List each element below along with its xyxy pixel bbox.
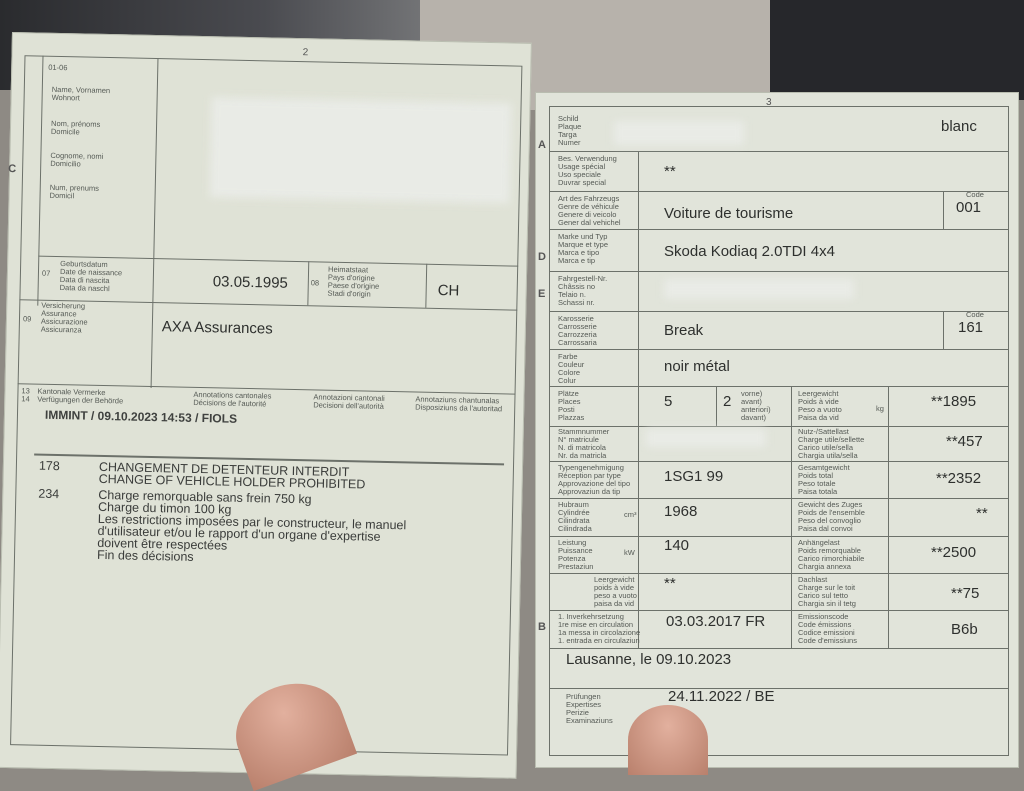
plate-color: blanc <box>941 118 977 135</box>
seats-value: 5 <box>664 393 673 410</box>
displacement-label: Hubraum Cylindrée Cilindrata Cilindrada <box>558 500 592 533</box>
decision-code: 178 <box>38 458 60 474</box>
annotations-header: Annotations cantonales Décisions de l'au… <box>193 389 272 409</box>
kwkg-value: ** <box>664 575 676 592</box>
page-number: 3 <box>766 97 772 108</box>
insurance-value: AXA Assurances <box>161 318 273 338</box>
plate-label: Schild Plaque Targa Numer <box>558 114 582 147</box>
first-registration-label: 1. Inverkehrsetzung 1re mise en circulat… <box>558 612 641 645</box>
front-seats-label: vorne) avant) anteriori) davant) <box>741 389 771 422</box>
chassis-label: Fahrgestell-Nr. Châssis no Telaio n. Sch… <box>558 274 608 307</box>
type-value: Voiture de tourisme <box>664 205 794 222</box>
combo-weight-value: ** <box>976 505 988 522</box>
empty-weight-label: Leergewicht Poids à vide Peso a vuoto Pa… <box>798 389 842 422</box>
first-registration-value: 03.03.2017 FR <box>666 613 766 630</box>
redacted-chassis <box>664 279 854 299</box>
approval-label: Typengenehmigung Réception par type Appr… <box>558 463 631 496</box>
side-letter: D <box>538 251 546 263</box>
redacted-holder-name <box>209 97 512 204</box>
decision-line: Fin des décisions <box>96 547 194 564</box>
seats-label: Plätze Places Posti Plazzas <box>558 389 585 422</box>
annotations-header: Kantonale Vermerke Verfügungen der Behör… <box>37 386 124 406</box>
unit: cm³ <box>624 510 637 519</box>
annotations-code: 13 14 <box>21 386 30 404</box>
annotations-header: Annotaziuns chantunalas Disposiziuns da … <box>415 394 503 414</box>
roof-label: Dachlast Charge sur le toit Carico sul t… <box>798 575 856 608</box>
field-code: 09 <box>22 314 32 324</box>
color-value: noir métal <box>664 358 730 375</box>
decision-code: 234 <box>38 486 60 502</box>
type-code: 001 <box>956 199 982 216</box>
usage-value: ** <box>664 163 676 180</box>
redacted-matricule <box>646 429 766 447</box>
birthdate-value: 03.05.1995 <box>212 273 289 292</box>
side-letter: B <box>538 621 546 633</box>
code-label: Code <box>966 190 984 199</box>
towing-value: **2500 <box>931 544 977 561</box>
side-letter: C <box>8 162 17 176</box>
code-label: Code <box>966 310 984 319</box>
background-person <box>770 0 1024 100</box>
holder-label: Name, Vornamen Wohnort <box>51 84 111 103</box>
field-code: 08 <box>310 278 320 288</box>
section-code: 01-06 <box>48 62 68 73</box>
payload-label: Nutz-/Sattellast Charge utile/sellette C… <box>798 427 865 460</box>
total-weight-value: **2352 <box>936 470 982 487</box>
power-label: Leistung Puissance Potenza Prestaziun <box>558 538 594 571</box>
origin-value: CH <box>437 281 460 300</box>
displacement-value: 1968 <box>664 503 698 520</box>
emission-label: Emissionscode Code émissions Codice emis… <box>798 612 857 645</box>
make-value: Skoda Kodiaq 2.0TDI 4x4 <box>664 243 835 260</box>
matricule-label: Stammnummer N° matricule N. di matricola… <box>558 427 610 460</box>
type-label: Art des Fahrzeugs Genre de véhicule Gene… <box>558 194 621 227</box>
thumb-right <box>628 705 708 775</box>
roof-value: **75 <box>951 585 980 602</box>
unit: kg <box>876 404 884 413</box>
payload-value: **457 <box>946 433 983 450</box>
right-frame <box>549 106 1009 756</box>
inspection-label: Prüfungen Expertises Perizie Examinaziun… <box>566 692 613 725</box>
combo-weight-label: Gewicht des Zuges Poids de l'ensemble Pe… <box>798 500 865 533</box>
total-weight-label: Gesamtgewicht Poids total Peso totale Pa… <box>798 463 850 496</box>
annotations-header: Annotazioni cantonali Decisioni dell'aut… <box>313 392 385 411</box>
body-label: Karosserie Carrosserie Carrozzeria Carro… <box>558 314 597 347</box>
color-label: Farbe Couleur Colore Colur <box>558 352 585 385</box>
right-page: 3 A D E B Schild Plaque Targa Numer blan… <box>535 92 1019 768</box>
kwkg-label: Leergewicht poids à vide peso a vuoto pa… <box>594 575 637 608</box>
holder-label: Cognome, nomi Domicilio <box>50 150 104 169</box>
side-letter: E <box>538 288 546 300</box>
power-value: 140 <box>664 537 690 554</box>
redacted-plate <box>614 121 744 145</box>
towing-label: Anhängelast Poids remorquable Carico rim… <box>798 538 865 571</box>
empty-weight-value: **1895 <box>931 393 977 410</box>
emission-value: B6b <box>951 621 978 638</box>
place-date: Lausanne, le 09.10.2023 <box>566 651 732 668</box>
body-value: Break <box>664 322 704 339</box>
field-code: 07 <box>41 268 51 278</box>
page-number: 2 <box>302 47 309 59</box>
make-label: Marke und Typ Marque et type Marca e tip… <box>558 232 609 265</box>
origin-label: Heimatstaat Pays d'origine Paese d'origi… <box>327 264 380 299</box>
holder-label: Num, prenums Domicil <box>49 182 100 201</box>
approval-value: 1SG1 99 <box>664 468 724 485</box>
usage-label: Bes. Verwendung Usage spécial Uso specia… <box>558 154 617 187</box>
unit: kW <box>624 548 635 557</box>
left-page: 2 C 01-06 Name, Vornamen Wohnort Nom, pr… <box>0 32 532 779</box>
front-seats-value: 2 <box>723 393 732 410</box>
insurance-label: Versicherung Assurance Assicurazione Ass… <box>40 300 88 335</box>
body-code: 161 <box>958 319 984 336</box>
side-letter: A <box>538 139 546 151</box>
inspection-value: 24.11.2022 / BE <box>668 688 775 705</box>
holder-label: Nom, prénoms Domicile <box>50 118 101 137</box>
birthdate-label: Geburtsdatum Date de naissance Data di n… <box>59 259 123 294</box>
